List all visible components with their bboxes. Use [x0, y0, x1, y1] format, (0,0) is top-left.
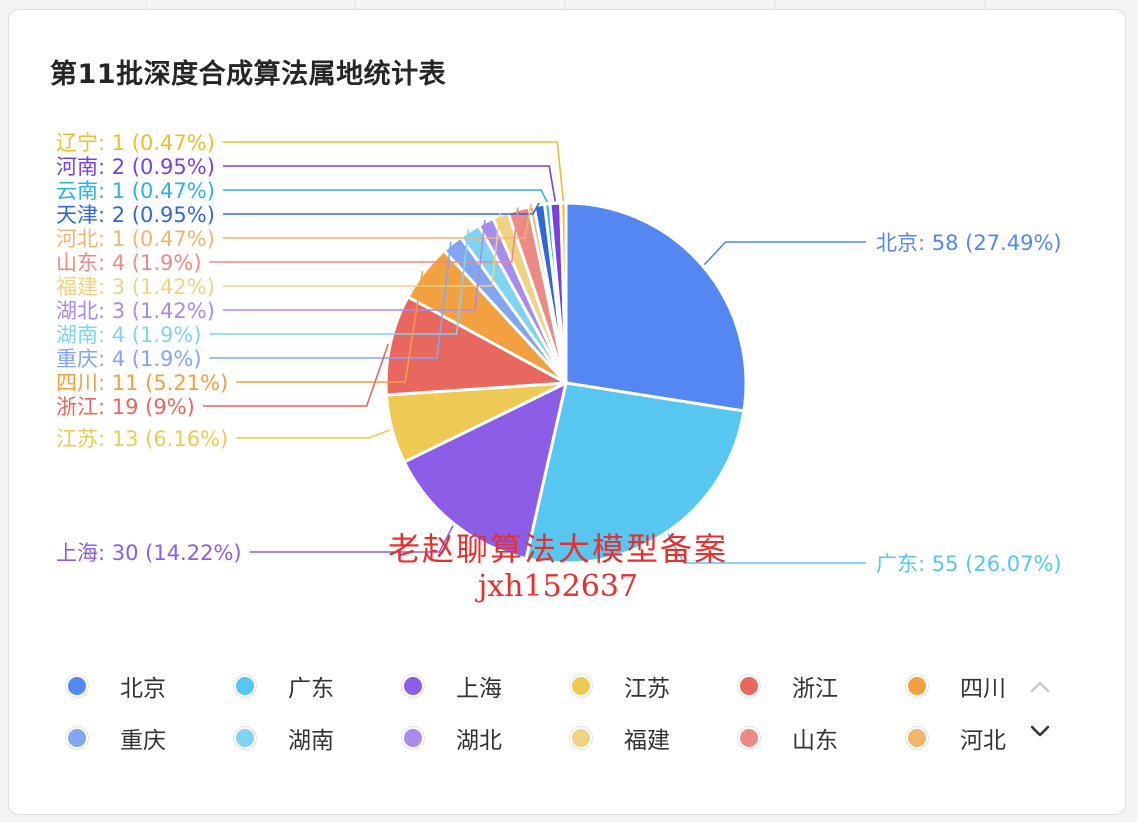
legend-marker-重庆 [66, 727, 88, 749]
data-label-上海: 上海: 30 (14.22%) [56, 541, 242, 565]
label-leader-上海 [249, 525, 454, 553]
chart-title: 第11批深度合成算法属地统计表 [50, 59, 447, 90]
legend-marker-山东 [738, 727, 760, 749]
label-leader-浙江 [202, 343, 389, 407]
legend-item-江苏[interactable]: 江苏 [570, 671, 670, 702]
legend-item-山东[interactable]: 山东 [738, 723, 838, 754]
label-leader-湖南 [209, 229, 470, 335]
label-leader-江苏 [236, 429, 391, 439]
legend-marker-上海 [402, 675, 424, 697]
label-leader-山东 [209, 207, 519, 263]
label-leader-河南 [222, 165, 556, 202]
legend-marker-四川 [906, 675, 928, 697]
data-label-江苏: 江苏: 13 (6.16%) [56, 427, 228, 451]
label-leader-四川 [236, 270, 424, 383]
legend-label-江苏: 江苏 [624, 676, 670, 702]
legend-item-湖南[interactable]: 湖南 [234, 723, 334, 754]
data-label-河北: 河北: 1 (0.47%) [56, 227, 215, 251]
pie-slice-北京[interactable] [564, 201, 748, 413]
data-label-云南: 云南: 1 (0.47%) [56, 179, 215, 203]
legend-label-湖南: 湖南 [288, 728, 334, 754]
data-label-天津: 天津: 2 (0.95%) [56, 203, 215, 227]
legend-label-上海: 上海 [456, 676, 502, 702]
data-label-湖北: 湖北: 3 (1.42%) [56, 299, 215, 323]
data-label-重庆: 重庆: 4 (1.9%) [56, 347, 202, 371]
pie-slice-浙江[interactable] [384, 295, 568, 397]
label-leader-福建 [222, 213, 501, 287]
data-label-山东: 山东: 4 (1.9%) [56, 251, 202, 275]
legend-item-浙江[interactable]: 浙江 [738, 671, 838, 702]
legend-item-河北[interactable]: 河北 [906, 723, 1006, 754]
legend-label-河北: 河北 [960, 728, 1006, 754]
label-leader-辽宁 [222, 141, 565, 202]
label-leader-广东 [667, 533, 866, 564]
label-leader-重庆 [209, 241, 452, 359]
label-leader-天津 [222, 202, 540, 215]
data-label-湖南: 湖南: 4 (1.9%) [56, 323, 202, 347]
legend-marker-福建 [570, 727, 592, 749]
legend-item-广东[interactable]: 广东 [234, 671, 334, 702]
legend-marker-广东 [234, 675, 256, 697]
label-leader-河北 [222, 204, 532, 239]
legend-label-重庆: 重庆 [120, 728, 166, 754]
chart-legend: 北京 广东 上海 江苏 浙江 四川重庆 湖南 湖北 福建 山东 河北 [66, 660, 1066, 770]
legend-marker-江苏 [570, 675, 592, 697]
pie-slice-辽宁[interactable] [559, 201, 568, 385]
pie-slice-上海[interactable] [402, 381, 568, 561]
legend-item-北京[interactable]: 北京 [66, 671, 166, 702]
data-label-浙江: 浙江: 19 (9%) [56, 395, 195, 419]
legend-marker-湖北 [402, 727, 424, 749]
data-label-广东: 广东: 55 (26.07%) [876, 552, 1062, 576]
legend-label-福建: 福建 [624, 728, 670, 754]
legend-marker-浙江 [738, 675, 760, 697]
data-label-河南: 河南: 2 (0.95%) [56, 155, 215, 179]
label-leader-北京 [703, 241, 866, 266]
legend-label-山东: 山东 [792, 728, 838, 754]
data-label-四川: 四川: 11 (5.21%) [56, 371, 228, 395]
legend-marker-河北 [906, 727, 928, 749]
legend-item-湖北[interactable]: 湖北 [402, 723, 502, 754]
data-label-辽宁: 辽宁: 1 (0.47%) [56, 131, 215, 155]
legend-marker-北京 [66, 675, 88, 697]
pie-slice-广东[interactable] [524, 381, 746, 565]
legend-marker-湖南 [234, 727, 256, 749]
data-label-北京: 北京: 58 (27.49%) [876, 231, 1062, 255]
data-label-福建: 福建: 3 (1.42%) [56, 275, 215, 299]
legend-label-四川: 四川 [960, 676, 1006, 702]
legend-item-重庆[interactable]: 重庆 [66, 723, 166, 754]
chevron-up-icon[interactable] [1026, 673, 1054, 701]
legend-item-上海[interactable]: 上海 [402, 671, 502, 702]
legend-label-湖北: 湖北 [456, 728, 502, 754]
legend-item-四川[interactable]: 四川 [906, 671, 1006, 702]
label-leader-云南 [222, 189, 548, 203]
legend-label-北京: 北京 [120, 676, 166, 702]
legend-label-广东: 广东 [288, 676, 334, 702]
legend-item-福建[interactable]: 福建 [570, 723, 670, 754]
legend-label-浙江: 浙江 [792, 676, 838, 702]
chevron-down-icon[interactable] [1026, 717, 1054, 745]
label-leader-湖北 [222, 219, 486, 311]
